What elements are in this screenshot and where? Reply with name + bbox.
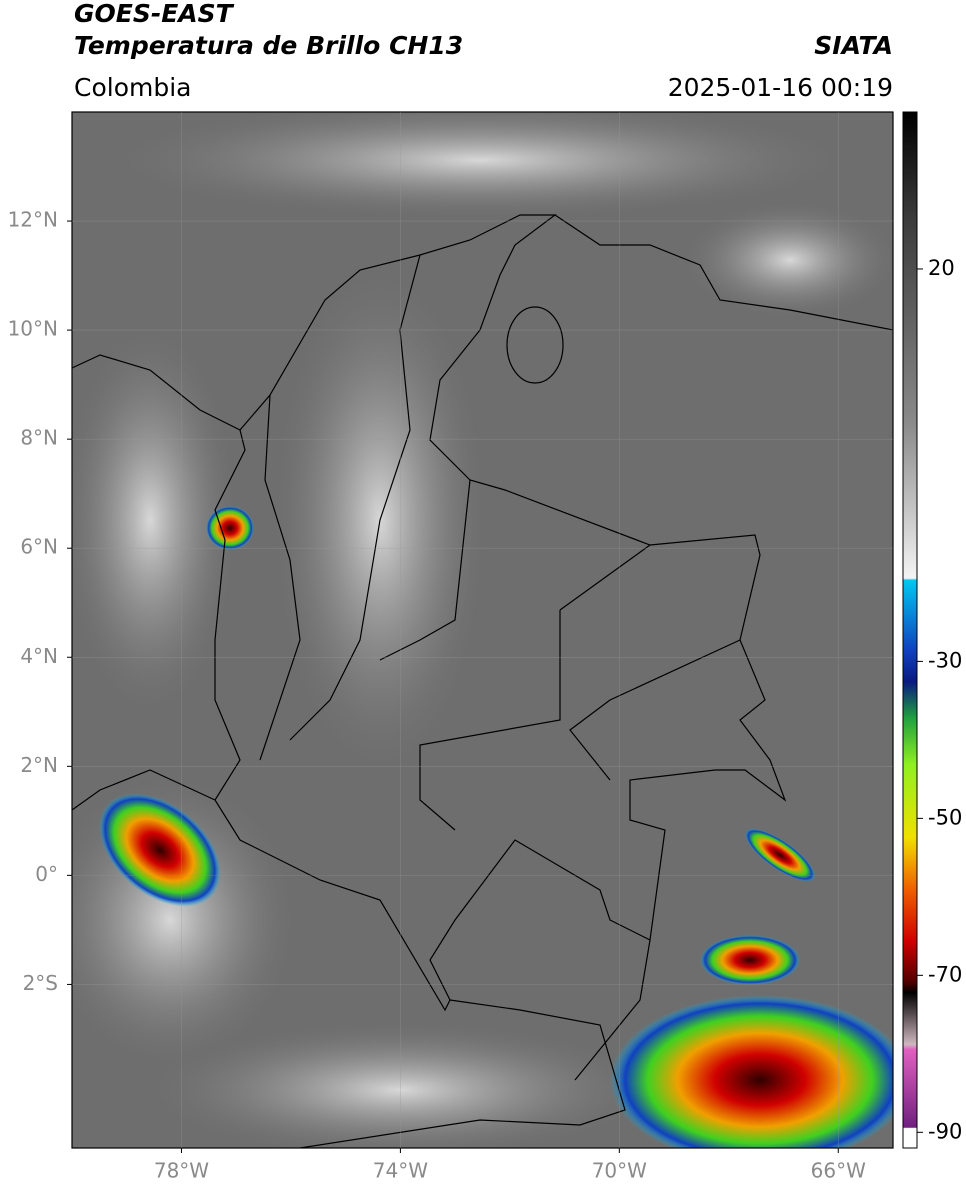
y-tick-label: 0°	[35, 862, 58, 886]
colorbar-tick-label: -50	[928, 805, 962, 829]
y-tick-label: 6°N	[20, 535, 58, 559]
colorbar-tick-label: -30	[928, 648, 962, 672]
region: Colombia	[74, 73, 191, 102]
storm-cell	[744, 828, 816, 882]
x-tick-label: 74°W	[373, 1159, 428, 1183]
internal-borders	[259, 254, 741, 831]
colorbar-tick-label: -70	[928, 962, 962, 986]
storm-cell	[610, 995, 893, 1148]
y-tick-label: 8°N	[20, 426, 58, 450]
cloud	[140, 1020, 660, 1148]
x-tick-label: 78°W	[154, 1159, 209, 1183]
cloud	[680, 200, 893, 320]
y-tick-label: 10°N	[8, 317, 58, 341]
storm-cell	[700, 935, 800, 985]
cloud	[72, 320, 240, 720]
storm-cell	[206, 506, 254, 550]
lake	[506, 306, 564, 384]
title: GOES-EAST	[74, 0, 235, 28]
y-tick-label: 4°N	[20, 644, 58, 668]
y-tick-label: 2°S	[23, 971, 58, 995]
grid	[72, 112, 893, 1148]
colombia-border	[214, 214, 787, 1012]
y-tick-label: 12°N	[8, 208, 58, 232]
colorbar-tick-label: 20	[928, 256, 955, 280]
imagery	[72, 112, 893, 1148]
subtitle: Temperatura de Brillo CH13	[74, 31, 463, 60]
cloud	[100, 112, 860, 220]
colorbar-tick-label: -90	[928, 1119, 962, 1143]
timestamp: 2025-01-16 00:19	[668, 73, 893, 102]
map-frame	[71, 111, 894, 1149]
source: SIATA	[814, 31, 893, 60]
x-tick-label: 66°W	[811, 1159, 866, 1183]
y-tick-label: 2°N	[20, 753, 58, 777]
storm-cell	[99, 793, 221, 907]
coastline	[72, 214, 893, 1148]
colorbar	[902, 111, 918, 1149]
x-tick-label: 70°W	[592, 1159, 647, 1183]
